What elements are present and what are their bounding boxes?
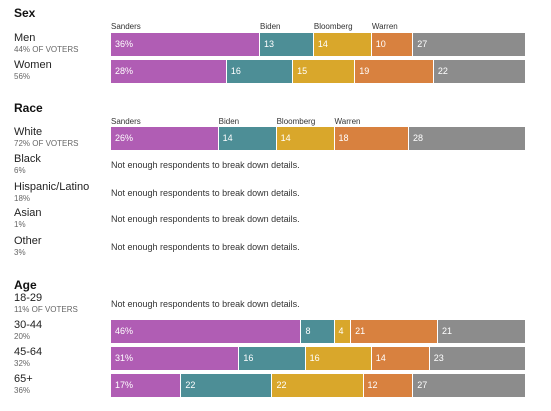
- voter-share: 3%: [14, 248, 26, 257]
- candidate-header: Sanders: [111, 22, 141, 31]
- voter-share: 18%: [14, 194, 31, 203]
- bar-segment-sanders: 28%: [111, 60, 227, 83]
- group-label: Other: [14, 235, 42, 247]
- bar-segment-warren: 18: [334, 127, 410, 150]
- stacked-bar: 36% 13 14 10 27: [111, 33, 525, 56]
- bar-segment-warren: 21: [351, 320, 439, 343]
- candidate-header: Sanders: [111, 117, 141, 126]
- no-data-note: Not enough respondents to break down det…: [111, 160, 300, 170]
- candidate-header: Biden: [260, 22, 281, 31]
- candidate-header: Bloomberg: [313, 22, 353, 31]
- stacked-bar: 46% 8 4 21 21: [111, 320, 525, 343]
- no-data-note: Not enough respondents to break down det…: [111, 214, 300, 224]
- bar-segment-warren: 10: [371, 33, 414, 56]
- group-label: 18-29: [14, 292, 43, 304]
- group-label: Men: [14, 32, 36, 44]
- voter-share: 32%: [14, 359, 31, 368]
- group-label: 30-44: [14, 319, 43, 331]
- candidate-header: Biden: [218, 117, 240, 126]
- bar-segment-sanders: 26%: [111, 127, 219, 150]
- section-title: Race: [14, 101, 43, 115]
- bar-segment-biden: 13: [260, 33, 314, 56]
- bar-segment-sanders: 36%: [111, 33, 261, 56]
- group-label: Hispanic/Latino: [14, 181, 90, 193]
- bar-segment-sanders: 31%: [111, 347, 240, 370]
- candidate-header: Warren: [334, 117, 361, 126]
- no-data-note: Not enough respondents to break down det…: [111, 242, 300, 252]
- voter-share: 1%: [14, 220, 26, 229]
- group-label: Asian: [14, 207, 42, 219]
- bar-segment-bloomberg: 16: [305, 347, 372, 370]
- bar-segment-other: 21: [438, 320, 525, 343]
- stacked-bar: 31% 16 16 14 23: [111, 347, 525, 370]
- group-label: White: [14, 126, 43, 138]
- voter-share: 44% OF VOTERS: [14, 45, 79, 54]
- bar-segment-biden: 16: [239, 347, 306, 370]
- bar-segment-biden: 16: [226, 60, 294, 83]
- stacked-bar: 28% 16 15 19 22: [111, 60, 525, 83]
- voter-share: 36%: [14, 386, 31, 395]
- group-label: 65+: [14, 373, 33, 385]
- candidate-header: Bloomberg: [276, 117, 316, 126]
- bar-segment-bloomberg: 15: [293, 60, 356, 83]
- no-data-note: Not enough respondents to break down det…: [111, 299, 300, 309]
- bar-segment-other: 28: [409, 127, 525, 150]
- bar-segment-warren: 12: [363, 374, 414, 397]
- bar-segment-other: 27: [413, 374, 525, 397]
- section-title: Sex: [14, 6, 36, 20]
- bar-segment-other: 22: [433, 60, 525, 83]
- bar-segment-other: 23: [429, 347, 525, 370]
- voter-share: 6%: [14, 166, 26, 175]
- bar-segment-warren: 19: [355, 60, 434, 83]
- bar-segment-bloomberg: 4: [334, 320, 352, 343]
- bar-segment-bloomberg: 14: [276, 127, 335, 150]
- bar-segment-bloomberg: 14: [313, 33, 372, 56]
- voter-share: 72% OF VOTERS: [14, 139, 79, 148]
- stacked-bar: 17% 22 22 12 27: [111, 374, 525, 397]
- group-label: 45-64: [14, 346, 43, 358]
- voter-share: 20%: [14, 332, 31, 341]
- voter-share: 56%: [14, 72, 31, 81]
- stacked-bar: 26% 14 14 18 28: [111, 127, 525, 150]
- bar-segment-biden: 14: [218, 127, 277, 150]
- bar-segment-other: 27: [413, 33, 525, 56]
- voter-share: 11% OF VOTERS: [14, 305, 78, 314]
- bar-segment-biden: 22: [181, 374, 273, 397]
- section-title: Age: [14, 278, 37, 292]
- no-data-note: Not enough respondents to break down det…: [111, 188, 300, 198]
- bar-segment-biden: 8: [301, 320, 335, 343]
- bar-segment-sanders: 17%: [111, 374, 182, 397]
- candidate-header: Warren: [371, 22, 398, 31]
- group-label: Women: [14, 59, 52, 71]
- group-label: Black: [14, 153, 41, 165]
- bar-segment-warren: 14: [371, 347, 430, 370]
- bar-segment-sanders: 46%: [111, 320, 302, 343]
- bar-segment-bloomberg: 22: [272, 374, 364, 397]
